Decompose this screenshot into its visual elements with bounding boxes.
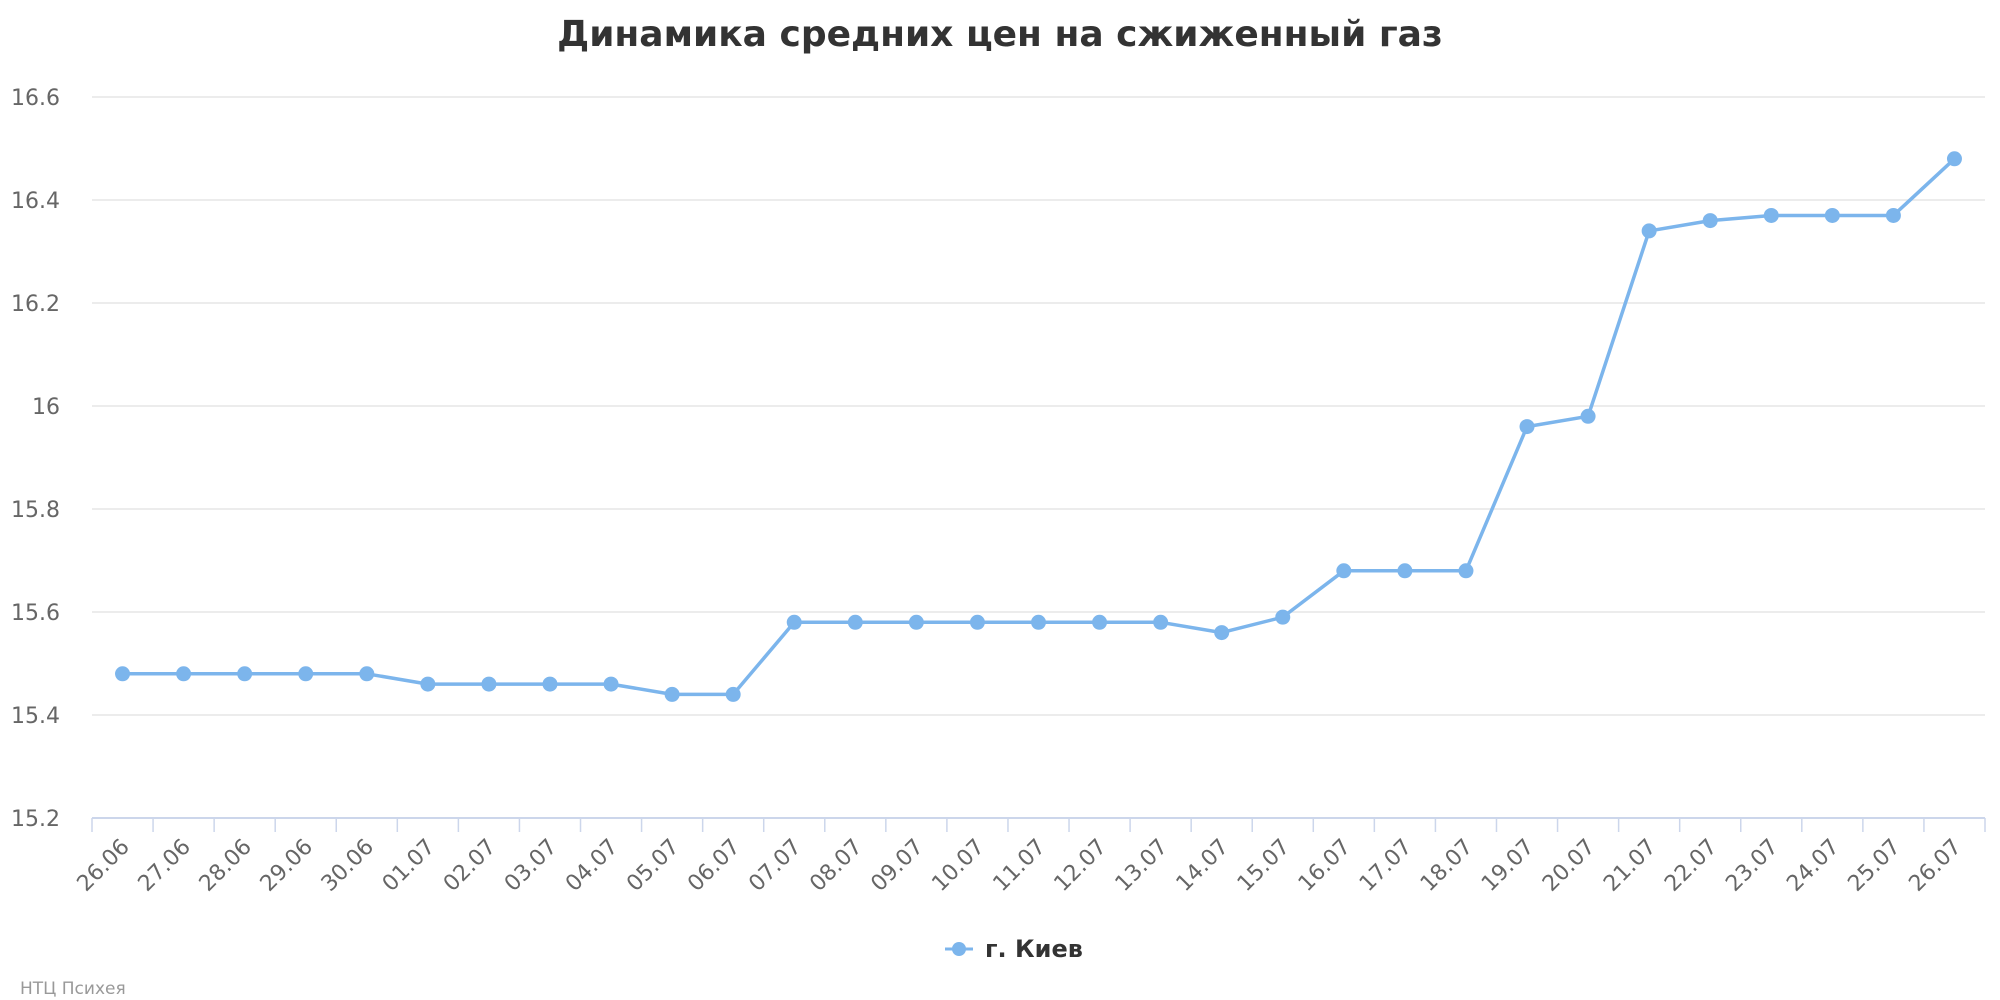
x-tick-label: 03.07 <box>500 835 562 897</box>
series-layer <box>115 151 1962 702</box>
x-tick-label: 07.07 <box>744 835 806 897</box>
data-point[interactable] <box>725 686 741 702</box>
x-tick-label: 26.07 <box>1904 835 1966 897</box>
x-tick-label: 01.07 <box>378 835 440 897</box>
series-line <box>120 157 1957 697</box>
x-tick-label: 11.07 <box>989 835 1051 897</box>
grid-lines <box>92 96 1985 716</box>
x-tick-label: 17.07 <box>1355 835 1417 897</box>
data-point[interactable] <box>1153 614 1169 630</box>
x-tick-label: 30.06 <box>317 835 379 897</box>
y-tick-label: 15.2 <box>11 807 60 832</box>
data-point[interactable] <box>1458 563 1474 579</box>
data-point[interactable] <box>115 666 131 682</box>
chart-title: Динамика средних цен на сжиженный газ <box>557 14 1443 55</box>
x-tick-label: 12.07 <box>1050 835 1112 897</box>
data-point[interactable] <box>481 676 497 692</box>
x-tick-label: 08.07 <box>805 835 867 897</box>
data-point[interactable] <box>542 676 558 692</box>
x-tick-label: 16.07 <box>1294 835 1356 897</box>
data-point[interactable] <box>1580 408 1596 424</box>
data-point[interactable] <box>359 666 375 682</box>
x-tick-label: 05.07 <box>622 835 684 897</box>
data-point[interactable] <box>1702 213 1718 229</box>
data-point[interactable] <box>1092 614 1108 630</box>
x-tick-label: 22.07 <box>1660 835 1722 897</box>
data-point[interactable] <box>420 676 436 692</box>
legend-point-marker <box>952 942 966 956</box>
data-point[interactable] <box>1214 625 1230 641</box>
x-tick-label: 02.07 <box>439 835 501 897</box>
data-point[interactable] <box>1275 609 1291 625</box>
data-point[interactable] <box>664 686 680 702</box>
x-tick-label: 14.07 <box>1172 835 1234 897</box>
data-point[interactable] <box>908 614 924 630</box>
data-point[interactable] <box>1763 207 1779 223</box>
y-axis: 15.2 15.4 15.6 15.8 16 16.2 16.4 16.6 <box>11 86 60 832</box>
data-point[interactable] <box>237 666 253 682</box>
data-point[interactable] <box>1885 207 1901 223</box>
data-point[interactable] <box>1336 563 1352 579</box>
data-point[interactable] <box>176 666 192 682</box>
x-tick-label: 23.07 <box>1721 835 1783 897</box>
y-tick-label: 16.4 <box>11 189 60 214</box>
y-tick-label: 16.2 <box>11 292 60 317</box>
x-tick-label: 18.07 <box>1416 835 1478 897</box>
x-axis: 26.0627.0628.0629.0630.0601.0702.0703.07… <box>73 817 1986 897</box>
y-tick-label: 16 <box>32 395 60 420</box>
x-tick-label: 26.06 <box>73 835 135 897</box>
data-point[interactable] <box>1641 223 1657 239</box>
y-tick-label: 15.6 <box>11 601 60 626</box>
x-tick-label: 19.07 <box>1477 835 1539 897</box>
data-point[interactable] <box>786 614 802 630</box>
x-tick-label: 27.06 <box>134 835 196 897</box>
y-tick-label: 15.8 <box>11 498 60 523</box>
x-tick-label: 29.06 <box>256 835 318 897</box>
x-tick-label: 06.07 <box>683 835 745 897</box>
x-tick-label: 21.07 <box>1599 835 1661 897</box>
legend-item-label[interactable]: г. Киев <box>985 935 1083 963</box>
chart-credit[interactable]: НТЦ Психея <box>20 979 126 999</box>
data-point[interactable] <box>298 666 314 682</box>
data-point[interactable] <box>1824 207 1840 223</box>
x-tick-label: 15.07 <box>1233 835 1295 897</box>
x-tick-label: 10.07 <box>927 835 989 897</box>
data-point[interactable] <box>1031 614 1046 630</box>
x-tick-label: 09.07 <box>866 835 928 897</box>
data-point[interactable] <box>1946 151 1962 167</box>
data-point[interactable] <box>1519 419 1535 435</box>
x-tick-label: 04.07 <box>561 835 623 897</box>
legend[interactable]: г. Киев <box>945 935 1083 963</box>
data-point[interactable] <box>603 676 619 692</box>
x-tick-label: 25.07 <box>1843 835 1905 897</box>
data-point[interactable] <box>1397 563 1413 579</box>
x-tick-label: 28.06 <box>195 835 257 897</box>
data-point[interactable] <box>847 614 863 630</box>
data-point[interactable] <box>969 614 985 630</box>
x-tick-label: 13.07 <box>1111 835 1173 897</box>
x-tick-label: 24.07 <box>1782 835 1844 897</box>
x-tick-label: 20.07 <box>1538 835 1600 897</box>
y-tick-label: 15.4 <box>11 704 60 729</box>
y-tick-label: 16.6 <box>11 86 60 111</box>
